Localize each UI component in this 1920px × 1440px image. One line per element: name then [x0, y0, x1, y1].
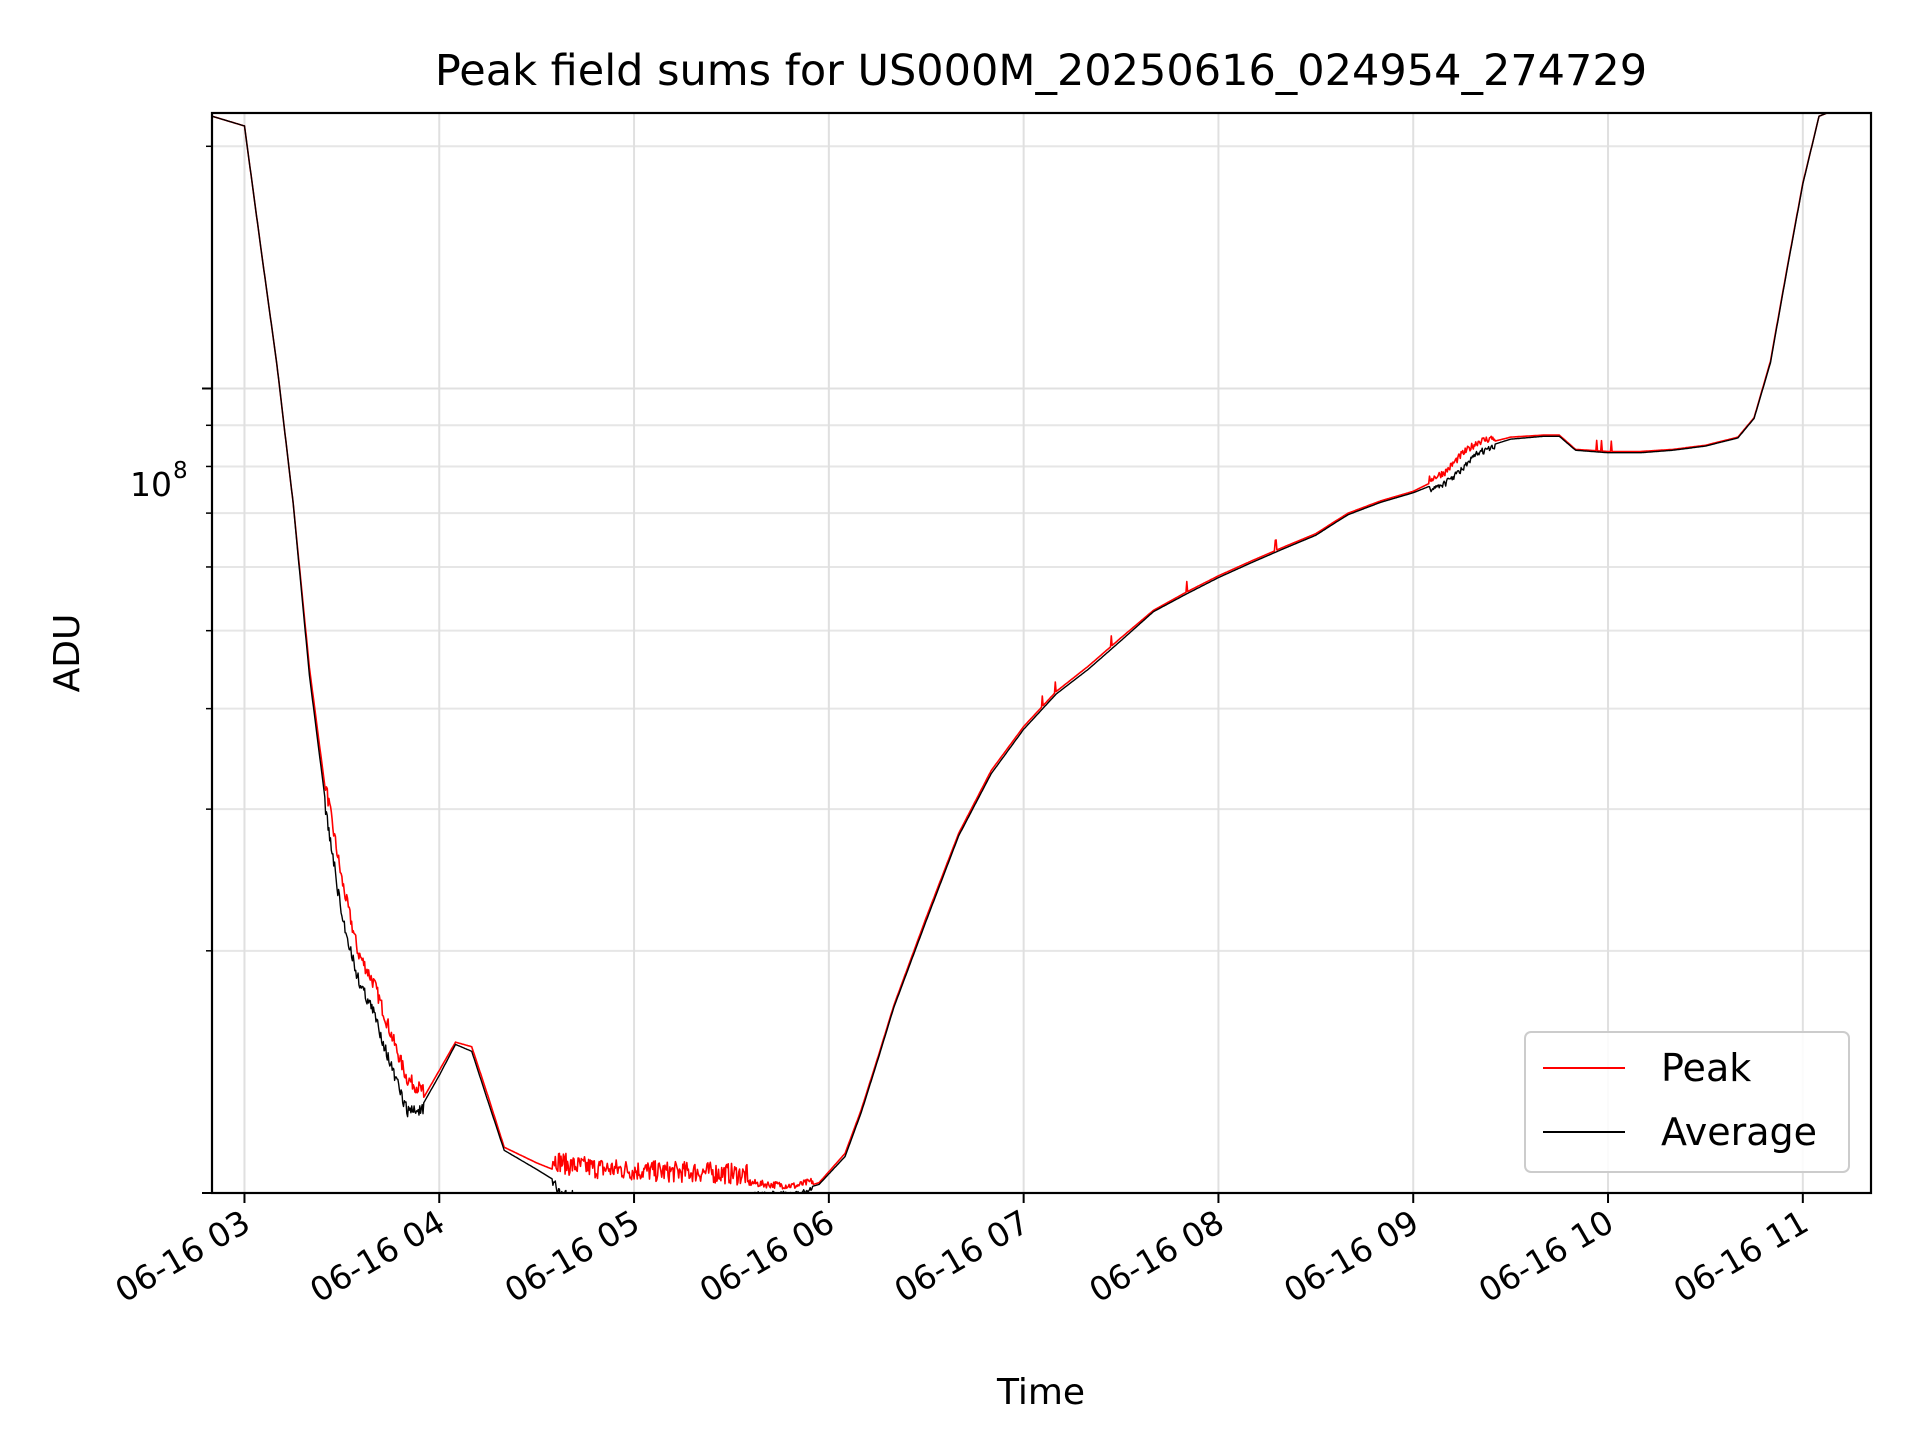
legend-label-average: Average: [1661, 1110, 1817, 1154]
chart-title: Peak field sums for US000M_20250616_0249…: [435, 46, 1647, 96]
legend: Peak Average: [1524, 1031, 1850, 1173]
legend-label-peak: Peak: [1661, 1046, 1751, 1090]
series-line-average: [212, 113, 1830, 1193]
plot-background: [212, 113, 1871, 1193]
y-tick-label-base: 10: [130, 465, 172, 504]
plot-frame: [210, 111, 1873, 1195]
series-group: [212, 113, 1830, 1193]
y-tick-label-exponent: 8: [173, 458, 188, 484]
y-tick-label-1e8: 10 8: [130, 458, 188, 504]
series-line-peak: [212, 113, 1830, 1190]
y-axis-label: ADU: [47, 614, 88, 693]
grid: [212, 113, 1871, 1194]
x-axis-label: Time: [996, 1372, 1085, 1413]
